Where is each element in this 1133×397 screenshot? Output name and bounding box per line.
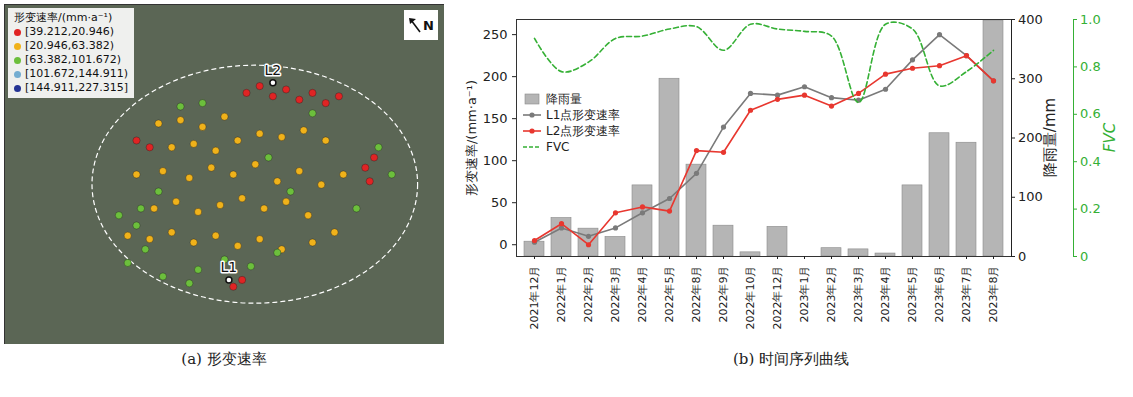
html-text:[63.382,101.672): [63.382,101.672) [25, 53, 122, 66]
svg-text:L1: L1 [221, 259, 238, 275]
svg-text:2022年2月: 2022年2月 [582, 266, 595, 323]
svg-text:1.0: 1.0 [1080, 12, 1101, 27]
svg-text:0: 0 [499, 237, 507, 252]
svg-text:2023年6月: 2023年6月 [933, 266, 946, 323]
svg-text:形变速率/(mm·a⁻¹): 形变速率/(mm·a⁻¹) [464, 80, 479, 196]
svg-text:2022年4月: 2022年4月 [636, 266, 649, 323]
svg-text:2021年12月: 2021年12月 [528, 266, 541, 330]
svg-text:0.2: 0.2 [1080, 201, 1101, 216]
html-text:[20.946,63.382): [20.946,63.382) [25, 39, 115, 52]
svg-text:2022年1月: 2022年1月 [555, 266, 568, 323]
svg-text:300: 300 [1018, 71, 1043, 86]
svg-text:250: 250 [483, 27, 508, 42]
html-text:N: N [423, 17, 434, 33]
svg-text:2022年9月: 2022年9月 [717, 266, 730, 323]
svg-text:2022年3月: 2022年3月 [609, 266, 622, 323]
svg-text:2023年3月: 2023年3月 [852, 266, 865, 323]
svg-text:100: 100 [483, 153, 508, 168]
html-text:降雨量: 降雨量 [546, 92, 582, 106]
svg-text:0.4: 0.4 [1080, 154, 1101, 169]
svg-text:0.8: 0.8 [1080, 59, 1101, 74]
svg-text:100: 100 [1018, 189, 1043, 204]
svg-text:FVC: FVC [1101, 122, 1119, 152]
html-text:(b) 时间序列曲线: (b) 时间序列曲线 [733, 350, 849, 368]
svg-text:0: 0 [1018, 249, 1026, 264]
html-text:形变速率/(mm·a⁻¹): 形变速率/(mm·a⁻¹) [14, 11, 113, 24]
svg-text:0: 0 [1080, 249, 1088, 264]
svg-text:L2: L2 [265, 62, 282, 78]
svg-text:2023年2月: 2023年2月 [825, 266, 838, 323]
html-text:L1点形变速率: L1点形变速率 [546, 108, 621, 122]
svg-text:2022年8月: 2022年8月 [690, 266, 703, 323]
html-text:[39.212,20.946): [39.212,20.946) [25, 25, 115, 38]
svg-text:2023年5月: 2023年5月 [906, 266, 919, 323]
svg-text:2023年4月: 2023年4月 [879, 266, 892, 323]
svg-text:50: 50 [491, 195, 508, 210]
svg-text:2023年1月: 2023年1月 [798, 266, 811, 323]
svg-text:2022年12月: 2022年12月 [771, 266, 784, 330]
svg-text:2022年10月: 2022年10月 [744, 266, 757, 330]
svg-text:150: 150 [483, 111, 508, 126]
svg-text:2023年8月: 2023年8月 [987, 266, 1000, 323]
html-text:(a) 形变速率: (a) 形变速率 [181, 350, 267, 368]
html-text:[144.911,227.315]: [144.911,227.315] [25, 81, 129, 94]
html-text:[101.672,144.911): [101.672,144.911) [25, 67, 129, 80]
svg-text:2023年7月: 2023年7月 [960, 266, 973, 323]
svg-text:200: 200 [1018, 130, 1043, 145]
svg-text:2022年5月: 2022年5月 [663, 266, 676, 323]
svg-text:400: 400 [1018, 12, 1043, 27]
svg-text:0.6: 0.6 [1080, 106, 1101, 121]
html-text:L2点形变速率: L2点形变速率 [546, 124, 621, 138]
svg-text:200: 200 [483, 69, 508, 84]
html-text:FVC: FVC [546, 140, 570, 154]
svg-text:降雨量/mm: 降雨量/mm [1041, 98, 1059, 177]
